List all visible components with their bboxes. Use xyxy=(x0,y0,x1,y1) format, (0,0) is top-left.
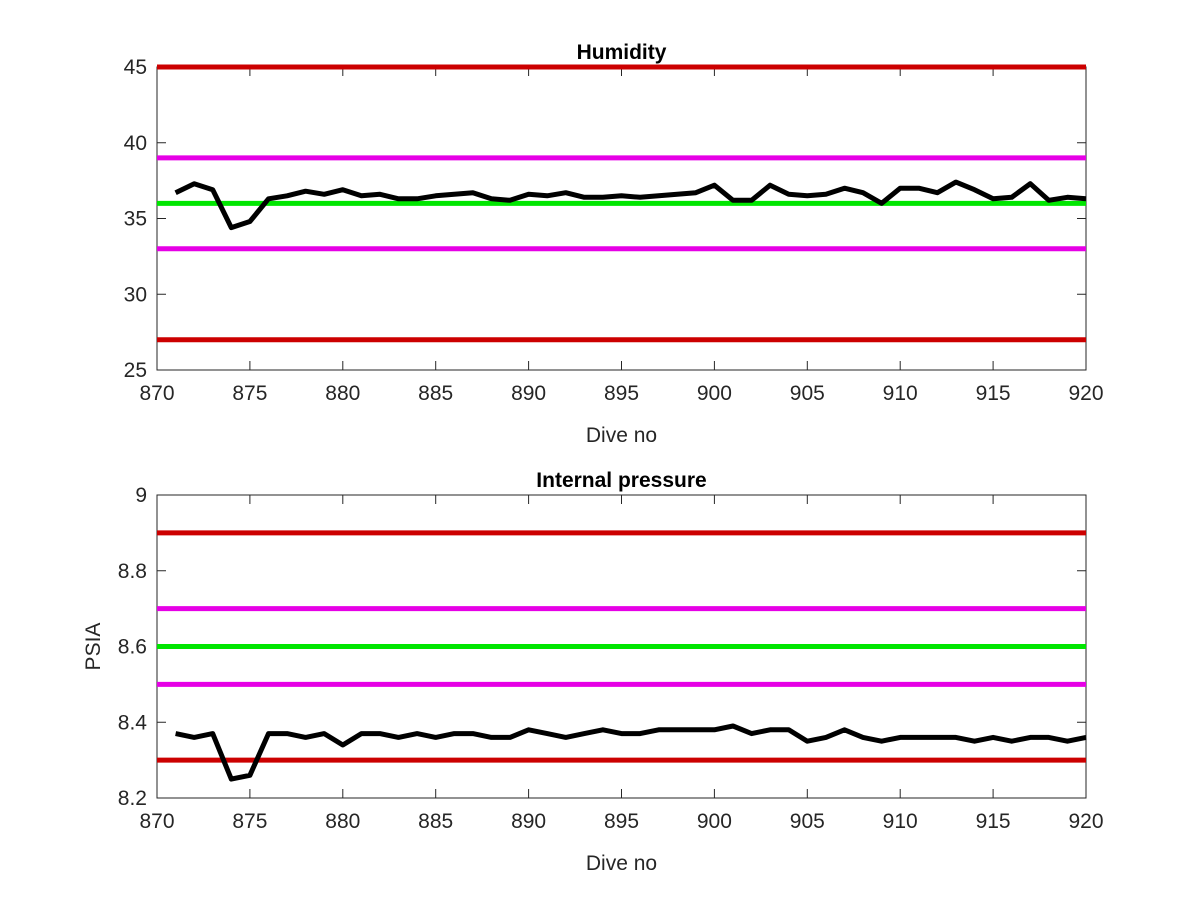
x-tick-label: 875 xyxy=(232,382,267,405)
x-tick-label: 905 xyxy=(790,382,825,405)
x-tick-label: 920 xyxy=(1068,382,1103,405)
x-tick-label: 870 xyxy=(139,810,174,833)
y-tick-label: 45 xyxy=(124,56,147,79)
y-tick-label: 40 xyxy=(124,132,147,155)
x-tick-label: 890 xyxy=(511,810,546,833)
y-tick-label: 9 xyxy=(135,484,147,507)
y-tick-label: 35 xyxy=(124,208,147,231)
x-tick-label: 890 xyxy=(511,382,546,405)
x-tick-label: 910 xyxy=(883,810,918,833)
chart-title: Humidity xyxy=(577,41,667,64)
x-tick-label: 895 xyxy=(604,810,639,833)
x-tick-label: 885 xyxy=(418,810,453,833)
chart-0: 870 875 880 885 890 895 900 905 910 915 920 25 30 35 4… xyxy=(124,41,1104,447)
x-tick-label: 880 xyxy=(325,810,360,833)
y-tick-label: 8.4 xyxy=(118,711,148,734)
data-series-line xyxy=(174,179,1087,231)
x-tick-label: 885 xyxy=(418,382,453,405)
x-tick-label: 895 xyxy=(604,382,639,405)
x-tick-label: 880 xyxy=(325,382,360,405)
y-tick-label: 25 xyxy=(124,359,147,382)
x-tick-label: 915 xyxy=(976,810,1011,833)
x-tick-label: 900 xyxy=(697,810,732,833)
x-axis-label: Dive no xyxy=(586,852,657,875)
x-tick-label: 920 xyxy=(1068,810,1103,833)
y-tick-label: 8.6 xyxy=(118,636,147,659)
x-tick-label: 905 xyxy=(790,810,825,833)
x-tick-label: 875 xyxy=(232,810,267,833)
x-tick-label: 900 xyxy=(697,382,732,405)
chart-1: 870 875 880 885 890 895 900 905 910 915 920 8.2 8.4 8… xyxy=(82,469,1104,875)
chart-title: Internal pressure xyxy=(536,469,706,492)
x-tick-label: 915 xyxy=(976,382,1011,405)
x-tick-label: 910 xyxy=(883,382,918,405)
x-axis-label: Dive no xyxy=(586,424,657,447)
y-axis-label: PSIA xyxy=(82,623,105,671)
y-tick-label: 8.8 xyxy=(118,560,147,583)
data-series-line xyxy=(175,723,1087,782)
plot-area xyxy=(156,66,1087,371)
x-tick-label: 870 xyxy=(139,382,174,405)
y-tick-label: 30 xyxy=(124,283,147,306)
y-tick-label: 8.2 xyxy=(118,787,147,810)
